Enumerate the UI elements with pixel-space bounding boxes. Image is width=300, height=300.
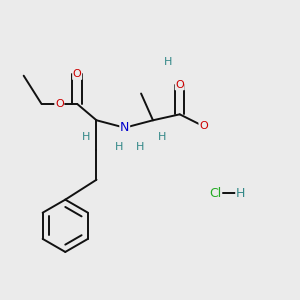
Text: H: H	[236, 187, 245, 200]
Text: O: O	[199, 121, 208, 131]
Text: H: H	[164, 57, 172, 67]
Text: O: O	[55, 99, 64, 109]
Text: O: O	[73, 69, 82, 79]
Text: Cl: Cl	[209, 187, 221, 200]
Text: H: H	[115, 142, 123, 152]
Text: H: H	[158, 132, 166, 142]
Text: N: N	[120, 121, 129, 134]
Text: H: H	[135, 142, 144, 152]
Text: H: H	[82, 132, 90, 142]
Text: O: O	[175, 80, 184, 90]
